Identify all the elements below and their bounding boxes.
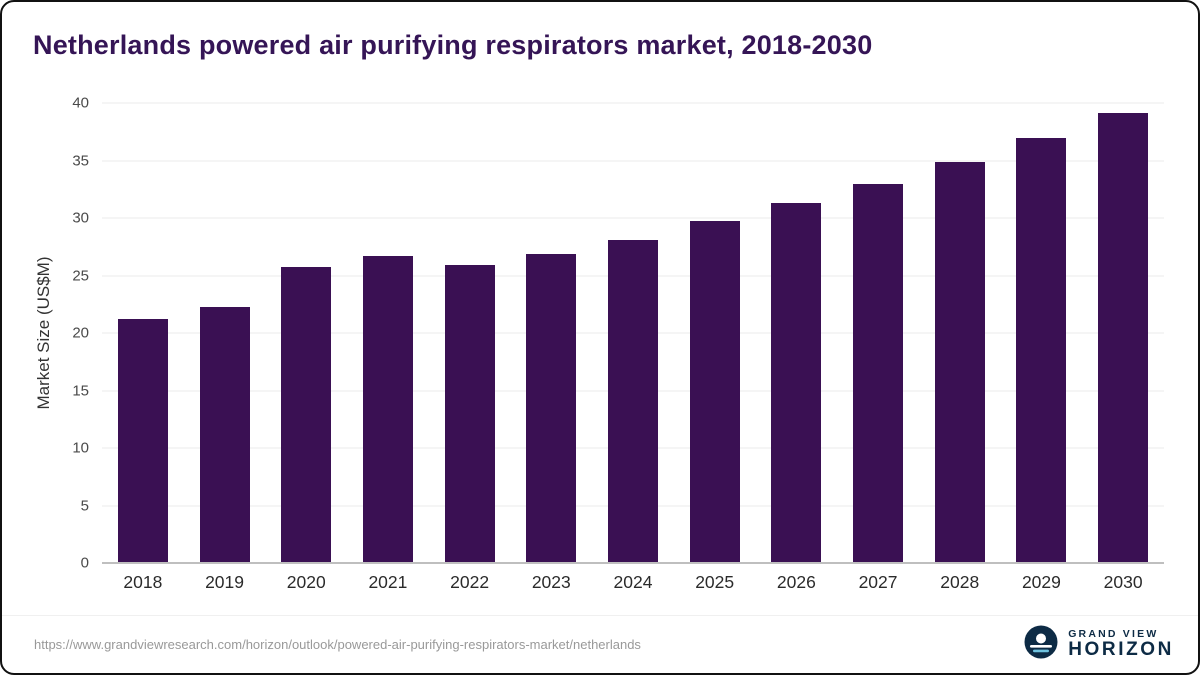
x-tick-label: 2029 bbox=[1021, 572, 1061, 592]
bar-2021 bbox=[362, 255, 413, 563]
bar-column bbox=[510, 103, 592, 563]
y-tick-label: 10 bbox=[72, 439, 89, 457]
y-tick-label: 25 bbox=[72, 267, 89, 284]
bar-column bbox=[184, 103, 266, 563]
y-tick-label: 20 bbox=[72, 324, 89, 342]
bar-2030 bbox=[1098, 113, 1149, 563]
bar-2028 bbox=[934, 161, 985, 563]
bar-2026 bbox=[771, 203, 822, 563]
x-tick-label: 2018 bbox=[123, 572, 163, 592]
x-tick-label: 2030 bbox=[1103, 572, 1143, 592]
x-tick-label: 2025 bbox=[695, 572, 735, 592]
x-tick-label: 2023 bbox=[531, 572, 571, 592]
bar-column bbox=[102, 103, 184, 563]
bar-2020 bbox=[281, 267, 332, 563]
gridline bbox=[102, 160, 1164, 161]
logo-text: GRAND VIEW HORIZON bbox=[1068, 628, 1174, 661]
logo-line-grand-view: GRAND VIEW bbox=[1068, 628, 1159, 641]
bar-2024 bbox=[607, 239, 658, 563]
x-tick-label: 2021 bbox=[368, 572, 408, 592]
bar-column bbox=[674, 103, 756, 563]
bars-layer bbox=[102, 103, 1164, 563]
plot-area: 0 5 10 15 20 25 30 35 40 bbox=[72, 95, 1164, 572]
bar-column bbox=[1001, 103, 1083, 563]
x-tick-label: 2026 bbox=[776, 572, 816, 592]
x-tick-label: 2019 bbox=[205, 572, 244, 592]
y-tick-label: 15 bbox=[72, 382, 89, 399]
y-tick-label: 5 bbox=[80, 497, 89, 514]
bar-column bbox=[756, 103, 838, 563]
y-tick-label: 30 bbox=[72, 209, 89, 227]
grand-view-horizon-logo: GRAND VIEW HORIZON bbox=[1023, 624, 1174, 665]
bar-column bbox=[1082, 103, 1164, 563]
bar-column bbox=[347, 103, 429, 563]
bar-column bbox=[837, 103, 919, 563]
x-tick-label: 2022 bbox=[450, 572, 490, 592]
y-axis-label: Market Size (US$M) bbox=[34, 256, 53, 410]
bar-2025 bbox=[689, 221, 740, 563]
bar-column bbox=[919, 103, 1001, 563]
x-tick-label: 2028 bbox=[940, 572, 980, 592]
source-url: https://www.grandviewresearch.com/horizo… bbox=[34, 637, 641, 652]
footer: https://www.grandviewresearch.com/horizo… bbox=[2, 615, 1198, 673]
bar-column bbox=[265, 103, 347, 563]
gridline bbox=[102, 217, 1164, 219]
bar-2029 bbox=[1016, 137, 1067, 563]
x-tick-label: 2027 bbox=[858, 572, 898, 592]
bar-column bbox=[592, 103, 674, 563]
y-tick-label: 0 bbox=[80, 554, 89, 572]
x-tick-label: 2024 bbox=[613, 572, 653, 592]
horizon-globe-icon bbox=[1023, 624, 1059, 665]
bar-column bbox=[429, 103, 511, 563]
y-tick-label: 40 bbox=[72, 94, 89, 112]
gridline bbox=[102, 102, 1164, 104]
x-tick-label: 2020 bbox=[286, 572, 326, 592]
y-tick-label: 35 bbox=[72, 152, 89, 169]
bar-2018 bbox=[117, 319, 168, 563]
x-axis-line bbox=[102, 562, 1164, 564]
bar-2019 bbox=[199, 306, 250, 563]
bar-2023 bbox=[526, 253, 577, 563]
page-title: Netherlands powered air purifying respir… bbox=[33, 30, 873, 60]
bar-2027 bbox=[853, 183, 904, 563]
bar-2022 bbox=[444, 265, 495, 563]
logo-line-horizon: HORIZON bbox=[1068, 639, 1174, 661]
x-axis-labels: 2018 2019 2020 2021 2022 2023 2024 2025 2026 2027… bbox=[102, 572, 1164, 593]
